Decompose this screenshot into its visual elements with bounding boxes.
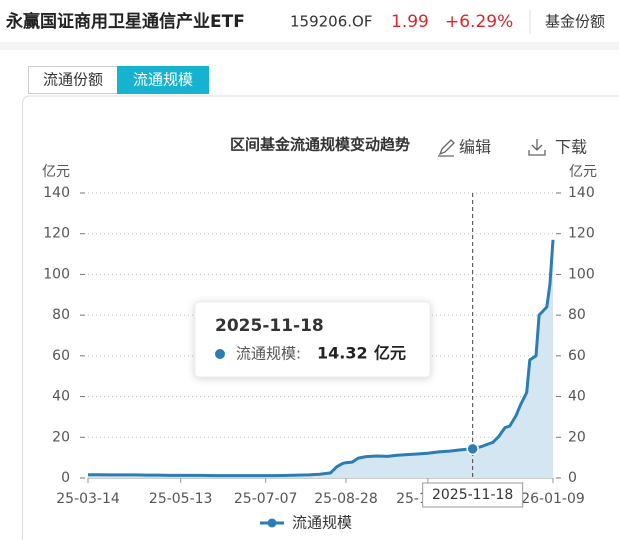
x-tick-label: 25-05-13	[149, 491, 213, 507]
y2-tick-label: 20	[568, 429, 586, 445]
tab-active[interactable]	[117, 66, 209, 94]
y-tick-label: 0	[61, 470, 70, 486]
x-tick-label: 25-03-14	[56, 491, 120, 507]
fund-name: 永赢国证商用卫星通信产业ETF	[5, 11, 245, 32]
y-tick-label: 40	[52, 389, 70, 405]
panel-border	[22, 95, 619, 540]
x-tick-label: 25-07-07	[234, 491, 298, 507]
tab-label[interactable]: 流通规模	[133, 71, 193, 89]
y-tick-label: 20	[52, 429, 70, 445]
crosshair-label-box	[422, 482, 524, 508]
edit-button[interactable]: 编辑	[459, 138, 491, 157]
y-tick-label: 60	[52, 348, 70, 364]
right-tab[interactable]: 基金份额	[545, 13, 605, 31]
x-tick-label: 25-08-28	[314, 491, 378, 507]
y2-tick-label: 60	[568, 348, 586, 364]
change: +6.29%	[445, 12, 513, 32]
chart-title: 区间基金流通规模变动趋势	[230, 136, 410, 154]
line	[88, 239, 555, 478]
tooltip-value: 14.32	[317, 344, 368, 363]
y2-tick-label: 120	[568, 226, 595, 242]
download-button[interactable]: 下载	[555, 138, 587, 157]
y-tick-label: 120	[43, 226, 70, 242]
y2-tick-label: 140	[568, 185, 595, 201]
y-tick-label: 80	[52, 307, 70, 323]
tooltip-box	[194, 301, 431, 378]
separator	[0, 42, 619, 50]
y-tick-label: 140	[43, 185, 70, 201]
tooltip-marker	[215, 349, 225, 359]
area	[88, 239, 553, 478]
y-unit: 亿元	[42, 164, 70, 180]
tooltip-label: 流通规模:	[236, 345, 301, 363]
x-tick-label: 26-01-09	[521, 491, 585, 507]
y2-tick-label: 0	[568, 470, 577, 486]
legend-marker	[267, 518, 277, 528]
tooltip-date: 2025-11-18	[215, 316, 324, 336]
fund-code: 159206.OF	[290, 13, 372, 31]
y2-tick-label: 100	[568, 266, 595, 282]
hover-point	[466, 442, 479, 456]
y2-unit: 亿元	[569, 164, 597, 180]
tooltip-unit: 亿元	[374, 344, 406, 363]
tab-label[interactable]: 流通份额	[43, 71, 103, 89]
crosshair-label: 2025-11-18	[432, 487, 513, 503]
y2-tick-label: 80	[568, 307, 586, 323]
legend-label: 流通规模	[292, 514, 352, 532]
download-icon[interactable]	[528, 139, 546, 156]
price: 1.99	[391, 12, 429, 32]
y-tick-label: 100	[43, 266, 70, 282]
edit-icon[interactable]	[438, 139, 455, 157]
y2-tick-label: 40	[568, 389, 586, 405]
